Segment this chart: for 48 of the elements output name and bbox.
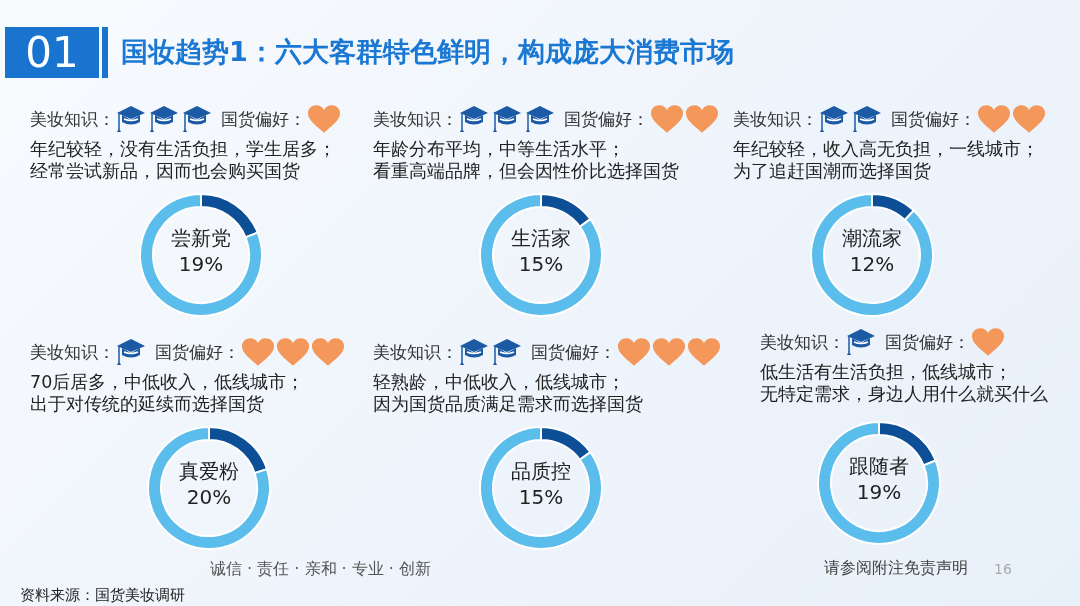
text: 资料来源：国货美妆调研 (20, 587, 185, 603)
text: 国货偏好： (531, 340, 616, 364)
donut-slice (810, 193, 934, 317)
number-badge: 01 (5, 27, 99, 78)
text: 年龄分布平均，中等生活水平； (373, 139, 625, 159)
slice-label: 跟随者 (849, 454, 909, 478)
text: 美妆知识： (373, 107, 458, 131)
slice-label: 真爱粉 (179, 459, 239, 483)
donut-slice (479, 193, 603, 317)
text: 美妆知识： (760, 330, 845, 354)
text: 国妆趋势1：六大客群特色鲜明，构成庞大消费市场 (121, 36, 734, 67)
text: 诚信 · 责任 · 亲和 · 专业 · 创新 (210, 559, 432, 578)
text: 轻熟龄，中低收入，低线城市； (373, 372, 625, 392)
text: 国货偏好： (564, 107, 649, 131)
data-label: 20% (186, 485, 232, 509)
donut-slice (147, 426, 271, 550)
text: 请参阅附注免责声明 (824, 559, 968, 577)
data-label: 15% (518, 252, 564, 276)
text: 国货偏好： (885, 330, 970, 354)
text: 为了追赶国潮而选择国货 (733, 161, 931, 181)
text: 美妆知识： (373, 340, 458, 364)
text: 美妆知识： (30, 340, 115, 364)
text: 经常尝试新品，因而也会购买国货 (30, 161, 300, 181)
donut-slice (817, 421, 941, 545)
text: 因为国货品质满足需求而选择国货 (373, 394, 643, 414)
data-label: 19% (856, 480, 902, 504)
text: 国货偏好： (221, 107, 306, 131)
data-label: 19% (178, 252, 224, 276)
text: 年纪较轻，没有生活负担，学生居多； (30, 139, 336, 159)
text: 年纪较轻，收入高无负担，一线城市； (733, 139, 1039, 159)
text: 低生活有生活负担，低线城市； (760, 362, 1012, 382)
text: 美妆知识： (30, 107, 115, 131)
text: 国货偏好： (155, 340, 240, 364)
text: 出于对传统的延续而选择国货 (30, 394, 264, 414)
text: 国货偏好： (891, 107, 976, 131)
text: 70后居多，中低收入，低线城市； (30, 372, 305, 392)
data-label: 15% (518, 485, 564, 509)
slice-label: 尝新党 (171, 226, 231, 250)
donut-slice (479, 426, 603, 550)
text: 看重高端品牌，但会因性价比选择国货 (373, 161, 679, 181)
slice-label: 潮流家 (842, 226, 902, 250)
slice-label: 生活家 (511, 226, 571, 250)
donut-slice (139, 193, 263, 317)
slice-label: 品质控 (511, 459, 571, 483)
text: 无特定需求，身边人用什么就买什么 (760, 384, 1048, 404)
text: 16 (994, 561, 1012, 577)
text: 美妆知识： (733, 107, 818, 131)
data-label: 12% (849, 252, 895, 276)
